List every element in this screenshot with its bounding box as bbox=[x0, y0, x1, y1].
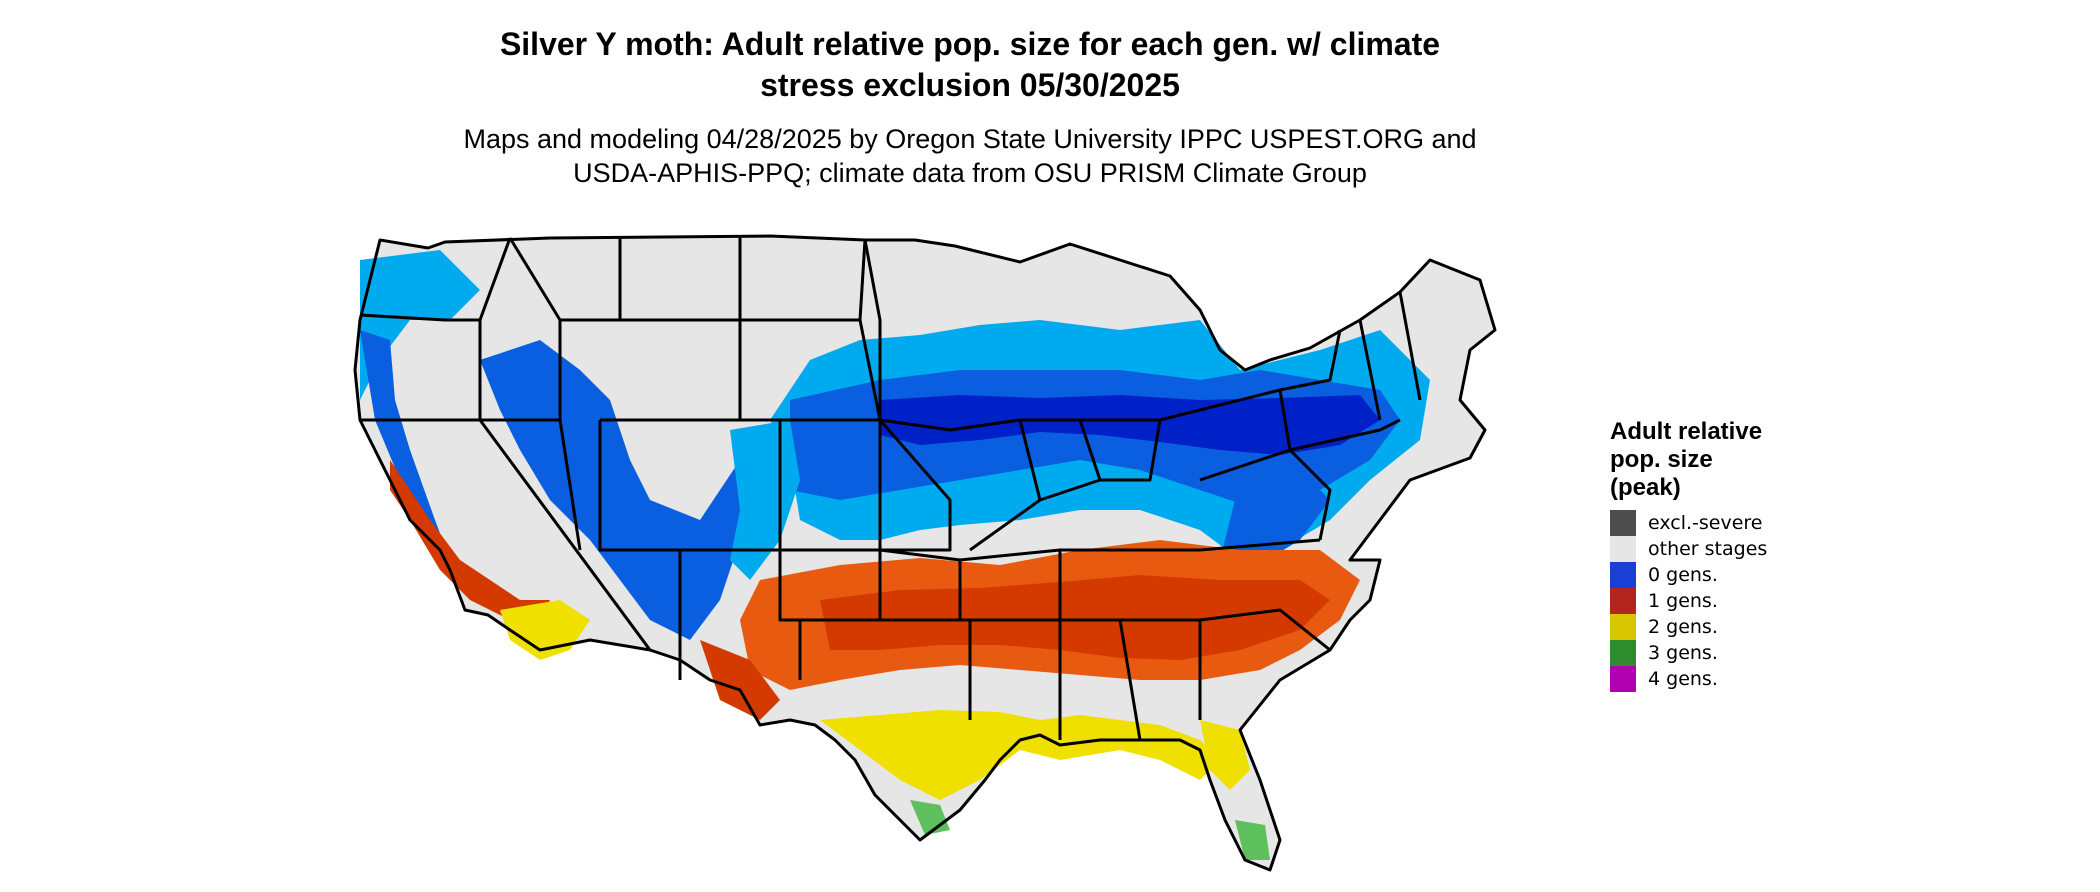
border-midwest-4 bbox=[1020, 418, 1102, 502]
legend-swatch bbox=[1610, 588, 1636, 614]
legend-title: Adult relative pop. size (peak) bbox=[1610, 418, 1850, 502]
border-midwest-1 bbox=[863, 239, 951, 432]
border-west-4 bbox=[480, 237, 562, 422]
legend-swatch bbox=[1610, 510, 1636, 536]
border-east-2 bbox=[1279, 329, 1342, 392]
legend: Adult relative pop. size (peak) excl.-se… bbox=[1610, 418, 1850, 692]
gen2-florida bbox=[1200, 720, 1250, 790]
map-title-line2: stress exclusion 05/30/2025 bbox=[760, 67, 1180, 103]
border-south-1 bbox=[879, 548, 962, 622]
legend-item-2-gens: 2 gens. bbox=[1610, 614, 1850, 640]
gen1-west-texas bbox=[700, 640, 780, 720]
gen0-southwest-light bbox=[730, 420, 800, 580]
legend-item-3-gens: 3 gens. bbox=[1610, 640, 1850, 666]
legend-label: other stages bbox=[1648, 538, 1768, 560]
map-subtitle-line1: Maps and modeling 04/28/2025 by Oregon S… bbox=[463, 124, 1477, 154]
legend-swatch bbox=[1610, 640, 1636, 666]
map-subtitle: Maps and modeling 04/28/2025 by Oregon S… bbox=[410, 122, 1530, 190]
legend-label: 1 gens. bbox=[1648, 590, 1718, 612]
gen1-california bbox=[390, 460, 550, 620]
border-south-7 bbox=[1060, 538, 1321, 552]
map-title-line1: Silver Y moth: Adult relative pop. size … bbox=[499, 26, 1441, 62]
border-plains-4 bbox=[778, 550, 882, 622]
legend-swatch bbox=[1610, 536, 1636, 562]
border-east-3 bbox=[1358, 319, 1382, 421]
country-outline bbox=[353, 234, 1497, 872]
border-west-2 bbox=[478, 237, 512, 321]
border-midwest-3 bbox=[949, 418, 1042, 552]
legend-swatch bbox=[1610, 562, 1636, 588]
gen0-west-mid bbox=[360, 330, 450, 560]
gen1-zones bbox=[390, 460, 1360, 720]
border-east-1 bbox=[1289, 418, 1401, 452]
legend-title-line1: Adult relative bbox=[1610, 418, 1763, 445]
border-east-5 bbox=[1288, 448, 1332, 541]
border-west-1 bbox=[359, 313, 480, 322]
border-midwest-2 bbox=[878, 419, 952, 552]
state-borders bbox=[353, 234, 1497, 872]
legend-swatch bbox=[1610, 614, 1636, 640]
legend-swatch bbox=[1610, 666, 1636, 692]
legend-title-line2: pop. size bbox=[1610, 446, 1713, 473]
gen1-south-red bbox=[820, 575, 1330, 660]
legend-item-excl-severe: excl.-severe bbox=[1610, 510, 1850, 536]
border-plains-1 bbox=[738, 236, 867, 322]
gen2-gulf-coast bbox=[820, 710, 1220, 800]
legend-item-other-stages: other stages bbox=[1610, 536, 1850, 562]
gen0-midwest-dark bbox=[880, 395, 1380, 455]
border-plains-2 bbox=[738, 319, 882, 422]
legend-item-0-gens: 0 gens. bbox=[1610, 562, 1850, 588]
gen3-south-florida bbox=[1235, 820, 1270, 860]
border-mountain-1 bbox=[558, 419, 582, 551]
map-subtitle-line2: USDA-APHIS-PPQ; climate data from OSU PR… bbox=[573, 158, 1367, 188]
border-east-4 bbox=[1398, 291, 1422, 401]
legend-label: 4 gens. bbox=[1648, 668, 1718, 690]
legend-item-4-gens: 4 gens. bbox=[1610, 666, 1850, 692]
map-title: Silver Y moth: Adult relative pop. size … bbox=[410, 24, 1530, 106]
border-midwest-6 bbox=[1159, 388, 1292, 482]
legend-item-1-gens: 1 gens. bbox=[1610, 588, 1850, 614]
border-midwest-5 bbox=[1080, 418, 1162, 482]
border-west-5 bbox=[478, 419, 652, 651]
gen3-zones bbox=[910, 800, 1270, 860]
border-plains-3 bbox=[778, 420, 882, 552]
gen0-west-light bbox=[360, 250, 480, 400]
border-south-8 bbox=[1199, 608, 1331, 652]
legend-label: excl.-severe bbox=[1648, 512, 1763, 534]
legend-label: 2 gens. bbox=[1648, 616, 1718, 638]
legend-title-line3: (peak) bbox=[1610, 474, 1681, 501]
gen0-great-basin bbox=[480, 340, 760, 640]
us-map bbox=[353, 234, 1497, 872]
legend-label: 3 gens. bbox=[1648, 642, 1718, 664]
legend-label: 0 gens. bbox=[1648, 564, 1718, 586]
